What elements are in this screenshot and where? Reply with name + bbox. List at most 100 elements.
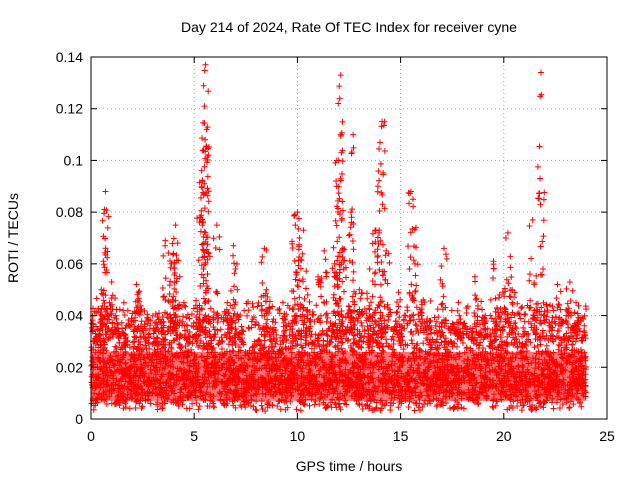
data-point [184, 322, 191, 329]
data-point [284, 302, 291, 309]
data-point [171, 260, 178, 267]
data-point [104, 254, 111, 261]
data-point [451, 404, 458, 411]
data-point [224, 326, 231, 333]
data-point [218, 345, 225, 352]
data-point [407, 254, 414, 261]
data-point [396, 320, 403, 327]
data-point [323, 273, 330, 280]
data-point [101, 344, 108, 351]
data-point [355, 344, 362, 351]
data-point [204, 173, 211, 180]
data-point [200, 295, 207, 302]
data-point [349, 238, 356, 245]
data-point [136, 288, 143, 295]
data-point [372, 238, 379, 245]
data-point [376, 145, 383, 152]
data-point [440, 293, 447, 300]
data-point [379, 343, 386, 350]
data-point [199, 184, 206, 191]
data-point [289, 238, 296, 245]
data-point [537, 341, 544, 348]
data-point [377, 334, 384, 341]
data-point [189, 400, 196, 407]
data-point [205, 88, 212, 95]
data-point [204, 271, 211, 278]
data-point [514, 344, 521, 351]
data-point [546, 319, 553, 326]
data-point [336, 316, 343, 323]
data-point [171, 285, 178, 292]
data-point [330, 310, 337, 317]
data-point [263, 247, 270, 254]
data-point [410, 295, 417, 302]
data-point [394, 299, 401, 306]
data-point [255, 299, 262, 306]
data-point [201, 163, 208, 170]
data-point [302, 342, 309, 349]
data-point [514, 310, 521, 317]
data-point [510, 341, 517, 348]
data-point [566, 404, 573, 411]
data-point [387, 309, 394, 316]
data-point [286, 332, 293, 339]
data-point [569, 341, 576, 348]
data-point [432, 322, 439, 329]
data-point [166, 282, 173, 289]
data-point [265, 310, 272, 317]
data-point [339, 171, 346, 178]
data-point [170, 235, 177, 242]
data-point [129, 339, 136, 346]
data-point [105, 335, 112, 342]
data-point [398, 324, 405, 331]
data-point [554, 327, 561, 334]
data-point [409, 225, 416, 232]
data-point [102, 188, 109, 195]
data-point [124, 341, 131, 348]
data-point [230, 242, 237, 249]
data-point [303, 332, 310, 339]
data-point [375, 240, 382, 247]
data-point [321, 247, 328, 254]
data-point [99, 315, 106, 322]
data-point [293, 271, 300, 278]
data-point [199, 177, 206, 184]
data-point [574, 310, 581, 317]
data-point [174, 240, 181, 247]
data-point [382, 276, 389, 283]
data-point [318, 275, 325, 282]
data-point [427, 298, 434, 305]
data-point [309, 340, 316, 347]
data-point [457, 328, 464, 335]
data-point [200, 240, 207, 247]
data-point [201, 67, 208, 74]
data-point [513, 325, 520, 332]
data-point [396, 314, 403, 321]
data-point [104, 311, 111, 318]
data-point [195, 257, 202, 264]
data-point [428, 344, 435, 351]
data-point [104, 224, 111, 231]
data-point [281, 330, 288, 337]
data-point [447, 329, 454, 336]
data-point [282, 344, 289, 351]
data-point [204, 249, 211, 256]
data-point [147, 400, 154, 407]
data-point [104, 316, 111, 323]
data-point [381, 317, 388, 324]
data-point [534, 342, 541, 349]
data-point [398, 333, 405, 340]
data-point [258, 259, 265, 266]
data-point [246, 325, 253, 332]
data-point [112, 312, 119, 319]
data-point [518, 407, 525, 414]
data-point [109, 292, 116, 299]
data-point [336, 95, 343, 102]
data-point [297, 256, 304, 263]
data-point [380, 342, 387, 349]
data-point [376, 266, 383, 273]
data-point [412, 272, 419, 279]
data-point [293, 406, 300, 413]
data-point [175, 341, 182, 348]
data-point [93, 295, 100, 302]
